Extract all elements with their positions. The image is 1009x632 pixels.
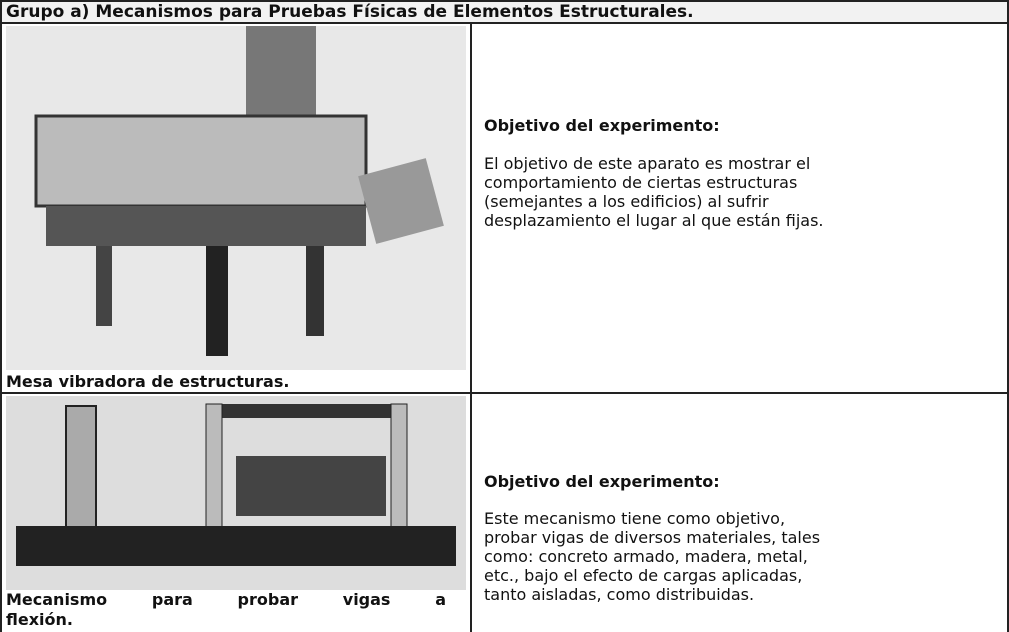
text-line: tanto aisladas, como distribuidas.: [484, 585, 755, 604]
caption: Mesa vibradora de estructuras.: [6, 372, 446, 392]
text-line: como: concreto armado, madera, metal,: [484, 547, 808, 566]
paragraph: Este mecanismo tiene como objetivo, proba…: [484, 509, 820, 604]
text-line: comportamiento de ciertas estructuras: [484, 173, 798, 192]
heading: Objetivo del experimento:: [484, 116, 720, 135]
text-line: etc., bajo el efecto de cargas aplicadas…: [484, 566, 803, 585]
heading: Objetivo del experimento:: [484, 472, 720, 491]
header-title: Grupo a) Mecanismos para Pruebas Físicas…: [0, 0, 1009, 24]
text-line: El objetivo de este aparato es mostrar e…: [484, 154, 811, 173]
photo-vibrating-table: [6, 26, 466, 370]
paragraph: El objetivo de este aparato es mostrar e…: [484, 154, 824, 230]
caption-line: Mecanismo para probar vigas a: [6, 590, 446, 609]
text-cell: Objetivo del experimento: El objetivo de…: [470, 22, 1009, 394]
caption: Mecanismo para probar vigas a flexión.: [6, 590, 446, 630]
text-line: Este mecanismo tiene como objetivo,: [484, 509, 786, 528]
caption-line: flexión.: [6, 610, 73, 629]
text-line: probar vigas de diversos materiales, tal…: [484, 528, 821, 547]
image-cell: Mesa vibradora de estructuras.: [0, 22, 472, 394]
caption-line: Mesa vibradora de estructuras.: [6, 372, 290, 391]
photo-beam-tester: [6, 396, 466, 590]
image-cell: Mecanismo para probar vigas a flexión.: [0, 392, 472, 632]
text-line: (semejantes a los edificios) al sufrir: [484, 192, 769, 211]
text-cell: Objetivo del experimento: Este mecanismo…: [470, 392, 1009, 632]
text-line: desplazamiento el lugar al que están fij…: [484, 211, 824, 230]
